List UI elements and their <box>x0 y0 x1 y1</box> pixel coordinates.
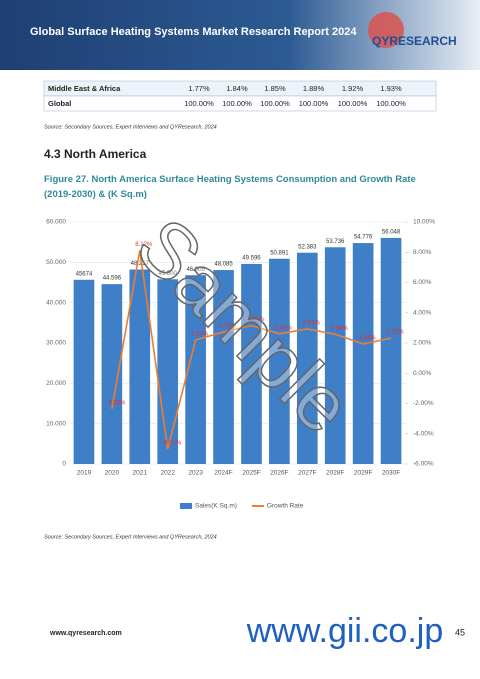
y-tick-label: 0 <box>62 461 66 468</box>
data-label: 53.736 <box>326 239 345 245</box>
header-title: Global Surface Heating Systems Market Re… <box>30 26 357 38</box>
data-label: 2.32% <box>387 330 405 336</box>
table: Middle East & Africa 1.77% 1.84% 1.85% 1.88%… <box>43 80 437 112</box>
data-label: 2.61% <box>275 325 293 331</box>
x-tick-label: 2021 <box>133 470 148 477</box>
y-tick-label: 50.000 <box>46 259 66 266</box>
table-cell: Middle East & Africa <box>48 84 121 93</box>
data-label: 2.93% <box>303 321 321 327</box>
logo: QYRESEARCH <box>372 34 457 48</box>
section-heading: 4.3 North America <box>44 147 147 161</box>
data-label: -2.36% <box>106 401 126 407</box>
source: Source: Secondary Sources, Expert Interv… <box>44 124 217 130</box>
bar <box>380 237 402 464</box>
data-label: 3.15% <box>247 317 265 323</box>
bar <box>213 270 234 464</box>
x-tick-label: 2030F <box>382 470 400 477</box>
y2-tick-label: 10.00% <box>413 219 435 226</box>
x-tick-label: 2019 <box>77 470 92 477</box>
data-label: 50.891 <box>270 250 289 256</box>
data-label: 8.12% <box>135 242 153 248</box>
table-cell: 100.00% <box>222 99 252 108</box>
y2-tick-label: 4.00% <box>413 309 432 316</box>
y-tick-label: 30.000 <box>46 340 66 347</box>
data-label: 46.806 <box>186 267 205 273</box>
caption-box: Figure 27. North America Surface Heating… <box>44 174 416 200</box>
bar <box>101 284 123 464</box>
x-tick-label: 2028F <box>326 470 344 477</box>
data-label: 2.20% <box>191 332 209 338</box>
y2-tick-label: -4.00% <box>413 430 434 437</box>
data-label: 45674 <box>76 271 93 277</box>
legend-label: Sales(K Sq.m) <box>195 503 237 510</box>
y-tick-label: 60.000 <box>46 219 66 226</box>
bar <box>241 263 262 464</box>
table-cell: 100.00% <box>299 99 329 108</box>
chart: 0 10.000 20.000 30.000 40.000 50.000 60.000 -6.… <box>46 219 435 510</box>
table-cell: 1.93% <box>380 84 402 93</box>
bar <box>129 269 151 464</box>
bar <box>185 275 206 464</box>
table-cell: 100.00% <box>338 99 368 108</box>
data-label: 44.596 <box>103 276 122 282</box>
y2-tick-label: 0.00% <box>413 370 432 377</box>
table-cell: 1.77% <box>188 84 210 93</box>
data-label: 48.217 <box>131 261 150 267</box>
y-tick-label: 10.000 <box>46 420 66 427</box>
table-cell: 100.00% <box>376 99 406 108</box>
data-label: 2.58% <box>331 326 349 332</box>
growth-line <box>111 250 392 450</box>
source: Source: Secondary Sources, Expert Interv… <box>44 534 217 540</box>
table-cell: 1.92% <box>342 84 364 93</box>
data-label: 1.94% <box>359 335 377 341</box>
table-row <box>43 95 437 112</box>
y2-tick-label: 6.00% <box>413 279 432 286</box>
bar <box>296 252 318 464</box>
y-tick-label: 40.000 <box>46 299 66 306</box>
data-label: 52.383 <box>298 244 317 250</box>
footer-url: www.qyresearch.com <box>49 630 122 637</box>
x-tick-label: 2023 <box>188 470 203 477</box>
x-tick-label: 2025F <box>242 470 260 477</box>
x-tick-label: 2020 <box>105 470 120 477</box>
page-number: 45 <box>455 627 465 637</box>
legend-swatch <box>180 503 192 509</box>
y2-tick-label: -6.00% <box>413 461 434 468</box>
x-tick-label: 2022 <box>160 470 175 477</box>
data-label: 49.596 <box>242 256 261 262</box>
bar <box>269 258 290 464</box>
data-label: 45.800 <box>159 271 178 277</box>
data-label: 56.048 <box>382 230 401 236</box>
figure-caption: Figure 27. North America Surface Heating… <box>44 174 416 200</box>
logo-icon <box>368 12 404 48</box>
y2-tick-label: 2.00% <box>413 340 432 347</box>
table-cell: 1.84% <box>226 84 248 93</box>
x-tick-label: 2027F <box>298 470 316 477</box>
legend-label: Growth Rate <box>267 503 304 510</box>
watermark-url: www.gii.co.jp <box>246 612 444 650</box>
table-cell: 1.85% <box>264 84 286 93</box>
y2-tick-label: 8.00% <box>413 249 432 256</box>
x-tick-label: 2029F <box>354 470 372 477</box>
bar <box>324 247 346 464</box>
data-label: 2.73% <box>219 324 237 330</box>
x-tick-label: 2024F <box>214 470 232 477</box>
table-cell: Global <box>48 99 71 108</box>
bar <box>73 279 95 464</box>
data-label: 48.085 <box>214 262 233 268</box>
x-tick-label: 2026F <box>270 470 288 477</box>
bar <box>352 243 374 464</box>
y2-tick-label: -2.00% <box>413 400 434 407</box>
data-label: 54.776 <box>354 235 373 241</box>
data-label: -5.01% <box>162 441 182 447</box>
table-cell: 1.88% <box>303 84 325 93</box>
y-tick-label: 20.000 <box>46 380 66 387</box>
table-cell: 100.00% <box>260 99 290 108</box>
table-cell: 100.00% <box>184 99 214 108</box>
